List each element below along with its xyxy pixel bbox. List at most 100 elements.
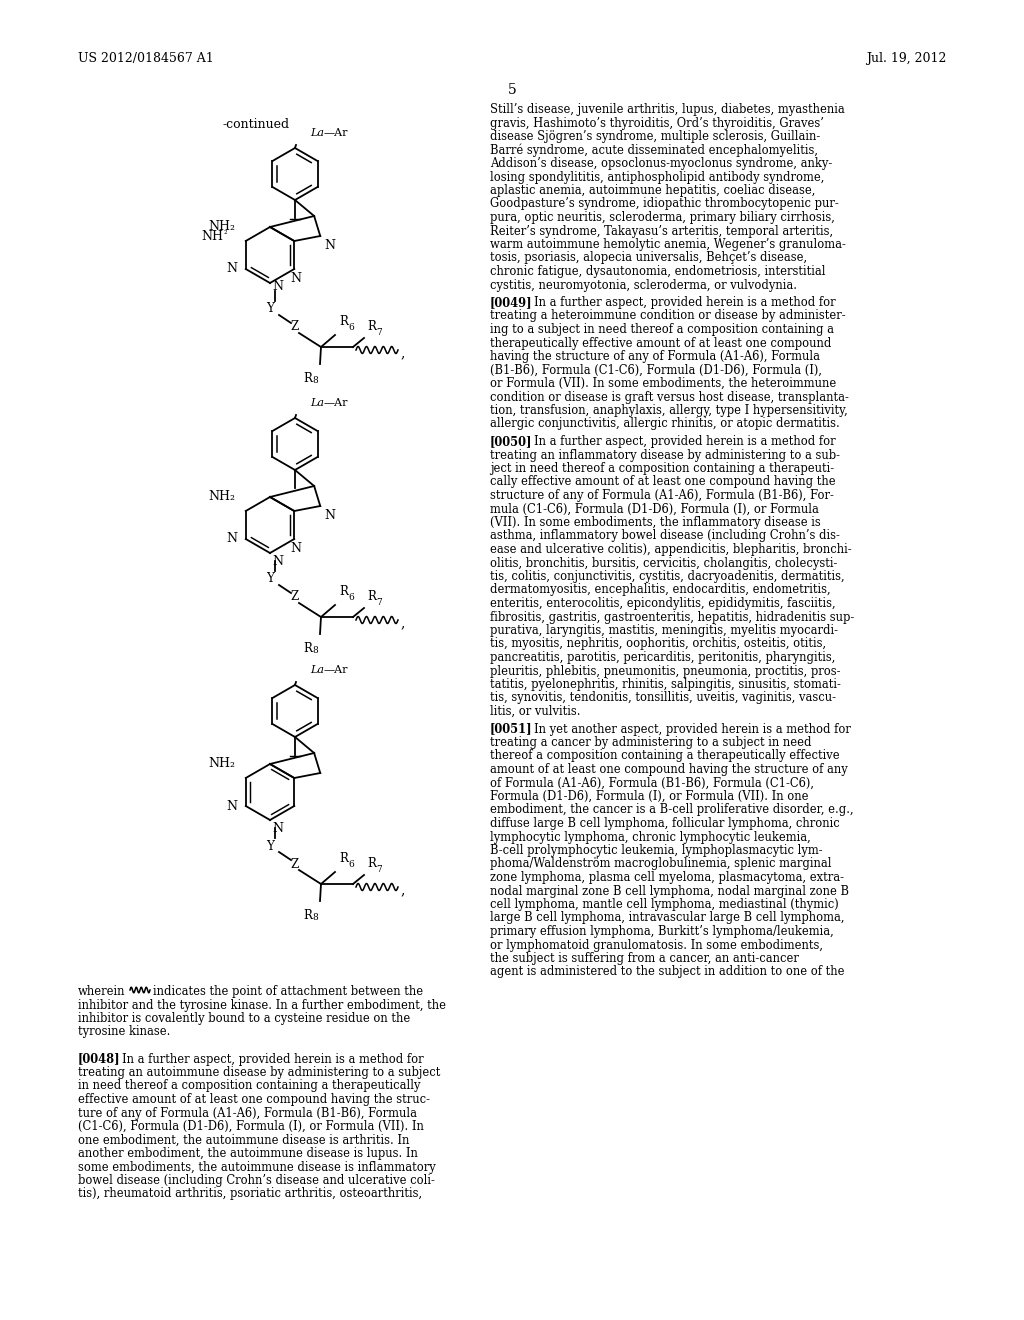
- Text: chronic fatigue, dysautonomia, endometriosis, interstitial: chronic fatigue, dysautonomia, endometri…: [490, 265, 825, 279]
- Text: ease and ulcerative colitis), appendicitis, blepharitis, bronchi-: ease and ulcerative colitis), appendicit…: [490, 543, 852, 556]
- Text: ture of any of Formula (A1-A6), Formula (B1-B6), Formula: ture of any of Formula (A1-A6), Formula …: [78, 1106, 417, 1119]
- Text: In a further aspect, provided herein is a method for: In a further aspect, provided herein is …: [534, 296, 836, 309]
- Text: (B1-B6), Formula (C1-C6), Formula (D1-D6), Formula (I),: (B1-B6), Formula (C1-C6), Formula (D1-D6…: [490, 363, 822, 376]
- Text: NH₂: NH₂: [209, 490, 236, 503]
- Text: tis, synovitis, tendonitis, tonsillitis, uveitis, vaginitis, vascu-: tis, synovitis, tendonitis, tonsillitis,…: [490, 692, 836, 705]
- Text: effective amount of at least one compound having the struc-: effective amount of at least one compoun…: [78, 1093, 430, 1106]
- Text: N: N: [272, 822, 283, 836]
- Text: mula (C1-C6), Formula (D1-D6), Formula (I), or Formula: mula (C1-C6), Formula (D1-D6), Formula (…: [490, 503, 819, 516]
- Text: US 2012/0184567 A1: US 2012/0184567 A1: [78, 51, 214, 65]
- Text: 7: 7: [376, 327, 382, 337]
- Text: N: N: [272, 554, 283, 568]
- Text: N: N: [325, 239, 335, 252]
- Text: N: N: [291, 272, 302, 285]
- Text: N: N: [226, 263, 238, 276]
- Text: ing to a subject in need thereof a composition containing a: ing to a subject in need thereof a compo…: [490, 323, 834, 337]
- Text: having the structure of any of Formula (A1-A6), Formula: having the structure of any of Formula (…: [490, 350, 820, 363]
- Text: Reiter’s syndrome, Takayasu’s arteritis, temporal arteritis,: Reiter’s syndrome, Takayasu’s arteritis,…: [490, 224, 834, 238]
- Text: ,: ,: [400, 616, 404, 630]
- Text: litis, or vulvitis.: litis, or vulvitis.: [490, 705, 581, 718]
- Text: 8: 8: [312, 913, 317, 921]
- Text: N: N: [272, 280, 283, 293]
- Text: 8: 8: [312, 376, 317, 385]
- Text: Still’s disease, juvenile arthritis, lupus, diabetes, myasthenia: Still’s disease, juvenile arthritis, lup…: [490, 103, 845, 116]
- Text: 6: 6: [348, 323, 353, 333]
- Text: R: R: [367, 590, 376, 603]
- Text: R: R: [339, 315, 348, 327]
- Text: fibrositis, gastritis, gastroenteritis, hepatitis, hidradenitis sup-: fibrositis, gastritis, gastroenteritis, …: [490, 610, 854, 623]
- Text: ,: ,: [400, 883, 404, 898]
- Text: one embodiment, the autoimmune disease is arthritis. In: one embodiment, the autoimmune disease i…: [78, 1134, 410, 1147]
- Text: In yet another aspect, provided herein is a method for: In yet another aspect, provided herein i…: [534, 722, 851, 735]
- Text: La: La: [310, 128, 324, 139]
- Text: or Formula (VII). In some embodiments, the heteroimmune: or Formula (VII). In some embodiments, t…: [490, 378, 837, 389]
- Text: wherein: wherein: [78, 985, 126, 998]
- Text: In a further aspect, provided herein is a method for: In a further aspect, provided herein is …: [534, 436, 836, 447]
- Text: —Ar: —Ar: [324, 128, 348, 139]
- Text: R: R: [367, 857, 376, 870]
- Text: aplastic anemia, autoimmune hepatitis, coeliac disease,: aplastic anemia, autoimmune hepatitis, c…: [490, 183, 815, 197]
- Text: [0050]: [0050]: [490, 436, 532, 447]
- Text: 5: 5: [508, 83, 516, 96]
- Text: bowel disease (including Crohn’s disease and ulcerative coli-: bowel disease (including Crohn’s disease…: [78, 1173, 435, 1187]
- Text: pancreatitis, parotitis, pericarditis, peritonitis, pharyngitis,: pancreatitis, parotitis, pericarditis, p…: [490, 651, 836, 664]
- Text: cell lymphoma, mantle cell lymphoma, mediastinal (thymic): cell lymphoma, mantle cell lymphoma, med…: [490, 898, 839, 911]
- Text: 6: 6: [348, 593, 353, 602]
- Text: losing spondylititis, antiphospholipid antibody syndrome,: losing spondylititis, antiphospholipid a…: [490, 170, 824, 183]
- Text: R: R: [367, 319, 376, 333]
- Text: -continued: -continued: [223, 117, 290, 131]
- Text: thereof a composition containing a therapeutically effective: thereof a composition containing a thera…: [490, 750, 840, 763]
- Text: R: R: [339, 585, 348, 598]
- Text: lymphocytic lymphoma, chronic lymphocytic leukemia,: lymphocytic lymphoma, chronic lymphocyti…: [490, 830, 811, 843]
- Text: (C1-C6), Formula (D1-D6), Formula (I), or Formula (VII). In: (C1-C6), Formula (D1-D6), Formula (I), o…: [78, 1119, 424, 1133]
- Text: Z: Z: [291, 590, 299, 603]
- Text: Z: Z: [291, 858, 299, 870]
- Text: olitis, bronchitis, bursitis, cervicitis, cholangitis, cholecysti-: olitis, bronchitis, bursitis, cervicitis…: [490, 557, 838, 569]
- Text: Y: Y: [266, 573, 274, 586]
- Text: purativa, laryngitis, mastitis, meningitis, myelitis myocardi-: purativa, laryngitis, mastitis, meningit…: [490, 624, 838, 638]
- Text: condition or disease is graft versus host disease, transplanta-: condition or disease is graft versus hos…: [490, 391, 849, 404]
- Text: cystitis, neuromyotonia, scleroderma, or vulvodynia.: cystitis, neuromyotonia, scleroderma, or…: [490, 279, 797, 292]
- Text: or lymphomatoid granulomatosis. In some embodiments,: or lymphomatoid granulomatosis. In some …: [490, 939, 823, 952]
- Text: large B cell lymphoma, intravascular large B cell lymphoma,: large B cell lymphoma, intravascular lar…: [490, 912, 845, 924]
- Text: amount of at least one compound having the structure of any: amount of at least one compound having t…: [490, 763, 848, 776]
- Text: pura, optic neuritis, scleroderma, primary biliary cirrhosis,: pura, optic neuritis, scleroderma, prima…: [490, 211, 835, 224]
- Text: ₂: ₂: [224, 227, 227, 236]
- Text: treating a heteroimmune condition or disease by administer-: treating a heteroimmune condition or dis…: [490, 309, 846, 322]
- Text: NH₂: NH₂: [209, 220, 236, 234]
- Text: structure of any of Formula (A1-A6), Formula (B1-B6), For-: structure of any of Formula (A1-A6), For…: [490, 488, 834, 502]
- Text: pleuritis, phlebitis, pneumonitis, pneumonia, proctitis, pros-: pleuritis, phlebitis, pneumonitis, pneum…: [490, 664, 841, 677]
- Text: disease Sjögren’s syndrome, multiple sclerosis, Guillain-: disease Sjögren’s syndrome, multiple scl…: [490, 129, 820, 143]
- Text: [0051]: [0051]: [490, 722, 532, 735]
- Text: 7: 7: [376, 598, 382, 607]
- Text: R: R: [303, 909, 312, 921]
- Text: treating a cancer by administering to a subject in need: treating a cancer by administering to a …: [490, 737, 811, 748]
- Text: tatitis, pyelonephritis, rhinitis, salpingitis, sinusitis, stomati-: tatitis, pyelonephritis, rhinitis, salpi…: [490, 678, 841, 690]
- Text: asthma, inflammatory bowel disease (including Crohn’s dis-: asthma, inflammatory bowel disease (incl…: [490, 529, 840, 543]
- Text: tion, transfusion, anaphylaxis, allergy, type I hypersensitivity,: tion, transfusion, anaphylaxis, allergy,…: [490, 404, 848, 417]
- Text: Y: Y: [266, 840, 274, 853]
- Text: ject in need thereof a composition containing a therapeuti-: ject in need thereof a composition conta…: [490, 462, 835, 475]
- Text: R: R: [303, 642, 312, 655]
- Text: dermatomyositis, encephalitis, endocarditis, endometritis,: dermatomyositis, encephalitis, endocardi…: [490, 583, 830, 597]
- Text: N: N: [226, 800, 238, 813]
- Text: treating an autoimmune disease by administering to a subject: treating an autoimmune disease by admini…: [78, 1067, 440, 1078]
- Text: Formula (D1-D6), Formula (I), or Formula (VII). In one: Formula (D1-D6), Formula (I), or Formula…: [490, 789, 809, 803]
- Text: another embodiment, the autoimmune disease is lupus. In: another embodiment, the autoimmune disea…: [78, 1147, 418, 1160]
- Text: R: R: [303, 372, 312, 385]
- Text: N: N: [325, 510, 335, 521]
- Text: allergic conjunctivitis, allergic rhinitis, or atopic dermatitis.: allergic conjunctivitis, allergic rhinit…: [490, 417, 840, 430]
- Text: tis), rheumatoid arthritis, psoriatic arthritis, osteoarthritis,: tis), rheumatoid arthritis, psoriatic ar…: [78, 1188, 422, 1200]
- Text: La: La: [310, 399, 324, 408]
- Text: indicates the point of attachment between the: indicates the point of attachment betwee…: [153, 985, 423, 998]
- Text: Barré syndrome, acute disseminated encephalomyelitis,: Barré syndrome, acute disseminated encep…: [490, 144, 818, 157]
- Text: some embodiments, the autoimmune disease is inflammatory: some embodiments, the autoimmune disease…: [78, 1160, 436, 1173]
- Text: 8: 8: [312, 645, 317, 655]
- Text: NH: NH: [202, 230, 224, 243]
- Text: inhibitor and the tyrosine kinase. In a further embodiment, the: inhibitor and the tyrosine kinase. In a …: [78, 998, 446, 1011]
- Text: tosis, psoriasis, alopecia universalis, Behçet’s disease,: tosis, psoriasis, alopecia universalis, …: [490, 252, 807, 264]
- Text: nodal marginal zone B cell lymphoma, nodal marginal zone B: nodal marginal zone B cell lymphoma, nod…: [490, 884, 849, 898]
- Text: Z: Z: [291, 321, 299, 334]
- Text: ,: ,: [400, 346, 404, 360]
- Text: embodiment, the cancer is a B-cell proliferative disorder, e.g.,: embodiment, the cancer is a B-cell proli…: [490, 804, 854, 817]
